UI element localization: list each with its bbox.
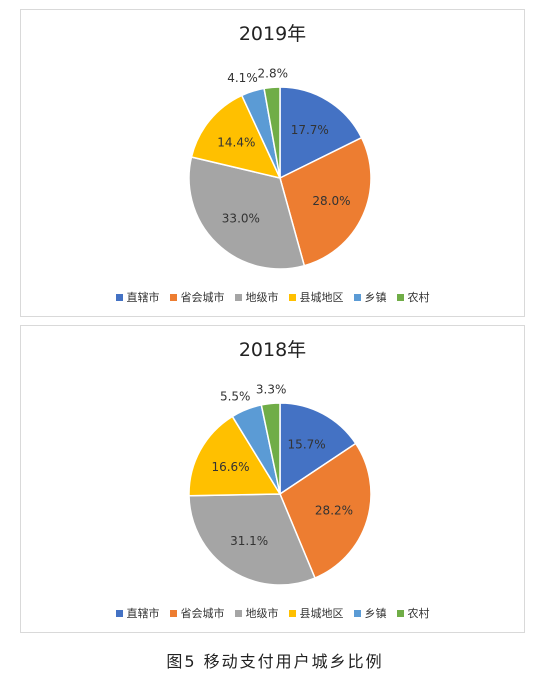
pie-slice-label-1: 15.7% bbox=[288, 437, 326, 451]
pie-slice-label-3: 31.1% bbox=[230, 534, 268, 548]
legend-label: 乡镇 bbox=[364, 291, 387, 304]
pie-slice-3 bbox=[188, 156, 306, 270]
pie-slice-1 bbox=[279, 402, 357, 496]
legend-item-3: 地级市 bbox=[234, 605, 279, 621]
pie-chart-2018: 15.7% 28.2% 31.1% 16.6% 5.5% 3.3% bbox=[188, 383, 372, 586]
legend-swatch bbox=[115, 293, 123, 301]
chart-legend: 直辖市 省会城市 地级市 县城地区 乡镇 农村 bbox=[21, 605, 524, 621]
legend-swatch bbox=[396, 609, 404, 617]
pie-slice-label-4: 14.4% bbox=[217, 135, 255, 149]
legend-label: 省会城市 bbox=[180, 291, 225, 304]
pie-slice-label-4: 16.6% bbox=[211, 460, 249, 474]
legend-label: 县城地区 bbox=[299, 291, 344, 304]
pie-slice-label-2: 28.2% bbox=[315, 503, 353, 517]
legend-item-6: 农村 bbox=[396, 605, 430, 621]
pie-slice-label-6: 3.3% bbox=[256, 383, 287, 397]
legend-label: 直辖市 bbox=[126, 607, 160, 620]
pie-slice-6 bbox=[260, 402, 281, 495]
chart-title: 2019年 bbox=[238, 23, 307, 45]
legend-label: 地级市 bbox=[245, 291, 279, 304]
legend-label: 乡镇 bbox=[364, 607, 387, 620]
legend-item-6: 农村 bbox=[396, 289, 430, 305]
legend-item-5: 乡镇 bbox=[353, 289, 387, 305]
legend-swatch bbox=[396, 293, 404, 301]
legend-swatch bbox=[288, 609, 296, 617]
legend-item-2: 省会城市 bbox=[169, 289, 225, 305]
pie-slice-label-5: 4.1% bbox=[227, 71, 257, 85]
legend-item-3: 地级市 bbox=[234, 289, 279, 305]
pie-slice-label-2: 28.0% bbox=[312, 194, 350, 208]
legend-swatch bbox=[115, 609, 123, 617]
legend-swatch bbox=[169, 609, 177, 617]
legend-swatch bbox=[234, 609, 242, 617]
legend-swatch bbox=[234, 293, 242, 301]
legend-label: 农村 bbox=[407, 607, 430, 620]
pie-slice-label-3: 33.0% bbox=[222, 212, 260, 226]
pie-slice-2 bbox=[279, 442, 372, 579]
chart-title: 2018年 bbox=[238, 339, 307, 361]
pie-chart-2019: 17.7% 28.0% 33.0% 14.4% 4.1% 2.8% bbox=[188, 66, 372, 270]
figure-caption: 图5 移动支付用户城乡比例 bbox=[166, 652, 384, 671]
pie-slice-6 bbox=[263, 86, 281, 179]
legend-label: 省会城市 bbox=[180, 607, 225, 620]
legend-item-5: 乡镇 bbox=[353, 605, 387, 621]
pie-slice-3 bbox=[188, 493, 316, 586]
legend-label: 直辖市 bbox=[126, 291, 160, 304]
chart-panel-2018: 2018年 15.7% 28.2% 31.1% 16.6% 5.5% 3.3% 直辖市 省会… bbox=[20, 325, 525, 633]
pie-slice-2 bbox=[279, 136, 372, 267]
chart-panel-2019: 2019年 17.7% 28.0% 33.0% 14.4% 4.1% 2.8% 直辖市 省会… bbox=[20, 9, 525, 317]
chart-legend: 直辖市 省会城市 地级市 县城地区 乡镇 农村 bbox=[21, 289, 524, 305]
legend-item-1: 直辖市 bbox=[115, 289, 160, 305]
legend-label: 县城地区 bbox=[299, 607, 344, 620]
legend-swatch bbox=[288, 293, 296, 301]
legend-item-1: 直辖市 bbox=[115, 605, 160, 621]
legend-label: 地级市 bbox=[245, 607, 279, 620]
legend-swatch bbox=[353, 609, 361, 617]
legend-item-4: 县城地区 bbox=[288, 289, 344, 305]
pie-slice-1 bbox=[279, 86, 363, 180]
pie-slice-label-1: 17.7% bbox=[291, 123, 329, 137]
pie-slice-4 bbox=[190, 94, 282, 180]
legend-swatch bbox=[353, 293, 361, 301]
pie-slice-4 bbox=[188, 415, 282, 497]
pie-slice-label-6: 2.8% bbox=[258, 66, 289, 80]
legend-swatch bbox=[169, 293, 177, 301]
legend-item-2: 省会城市 bbox=[169, 605, 225, 621]
legend-label: 农村 bbox=[407, 291, 430, 304]
pie-slice-label-5: 5.5% bbox=[220, 389, 251, 403]
legend-item-4: 县城地区 bbox=[288, 605, 344, 621]
